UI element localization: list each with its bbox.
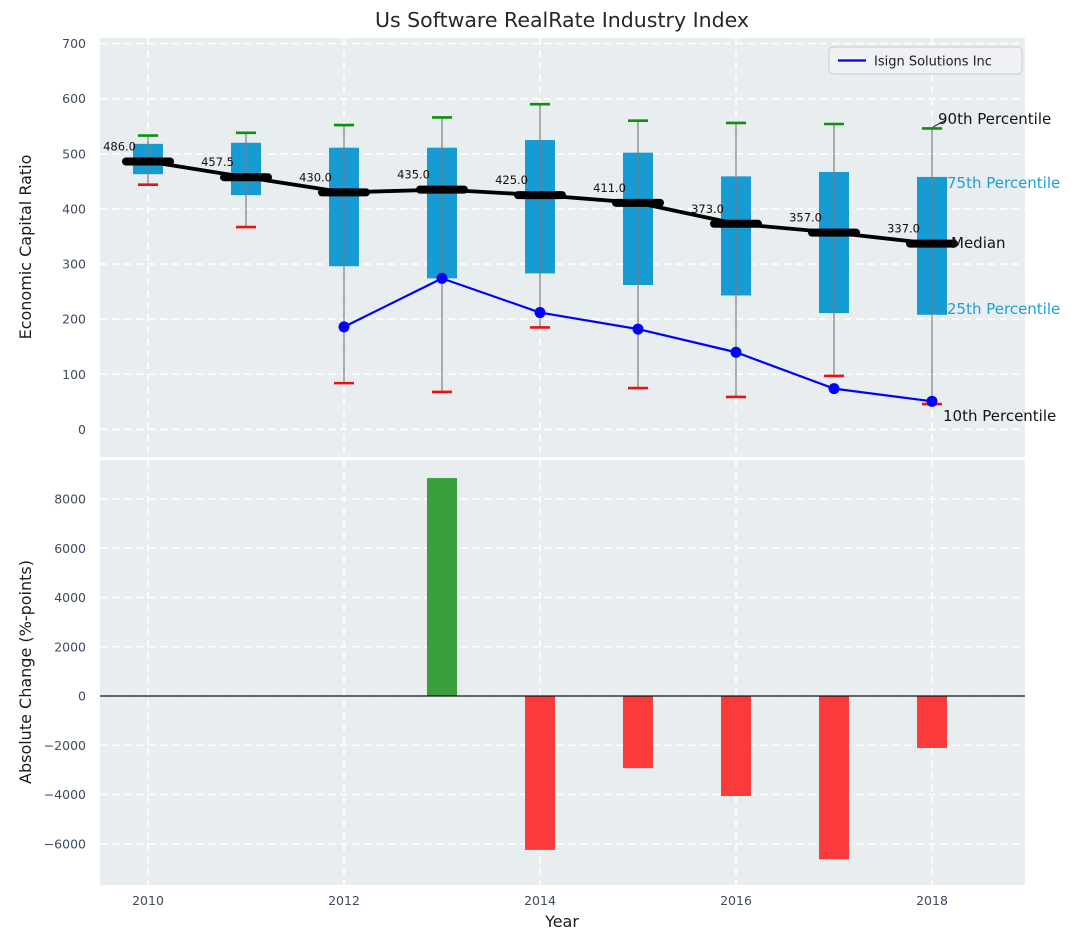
median-label-2015: 411.0: [593, 181, 626, 195]
top-y-tick-label: 700: [62, 36, 86, 51]
bottom-y-tick-label: −4000: [44, 787, 86, 802]
top-y-tick-label: 100: [62, 367, 86, 382]
median-label-2017: 357.0: [789, 211, 822, 225]
bottom-y-tick-label: 8000: [54, 492, 86, 507]
bottom-y-tick-label: 6000: [54, 541, 86, 556]
bottom-y-tick-label: −6000: [44, 836, 86, 851]
bar-2013: [427, 478, 457, 696]
company-point-2017: [828, 383, 840, 395]
bottom-y-tick-labels: −6000 −4000 −2000 0 2000 4000 6000 8000: [44, 492, 86, 852]
top-y-tick-label: 400: [62, 201, 86, 216]
annotation-25th-percentile: 25th Percentile: [947, 300, 1060, 318]
median-label-2010: 486.0: [103, 139, 136, 153]
top-axes-background: [100, 38, 1025, 457]
annotation-10th-percentile: 10th Percentile: [943, 407, 1056, 425]
top-y-tick-label: 300: [62, 257, 86, 272]
annotation-75th-percentile: 75th Percentile: [947, 174, 1060, 192]
median-label-2011: 457.5: [201, 155, 234, 169]
bottom-y-axis-label: Absolute Change (%-points): [16, 560, 35, 784]
company-point-2018: [926, 395, 938, 407]
company-point-2012: [338, 321, 350, 333]
bottom-plot-marks: [100, 478, 1025, 860]
bottom-axes-background: [100, 460, 1025, 885]
chart-title: Us Software RealRate Industry Index: [375, 8, 749, 32]
legend-frame: [828, 46, 1023, 75]
company-point-2015: [632, 323, 644, 335]
bar-2018: [917, 696, 947, 748]
annotation-median: Median: [951, 234, 1006, 252]
median-label-2012: 430.0: [299, 170, 332, 184]
bar-2015: [623, 696, 653, 769]
top-y-tick-label: 200: [62, 312, 86, 327]
median-label-2018: 337.0: [887, 222, 920, 236]
x-tick-label: 2016: [720, 893, 752, 908]
company-point-2013: [436, 272, 448, 284]
x-tick-label: 2014: [524, 893, 556, 908]
median-label-2016: 373.0: [691, 202, 724, 216]
x-axis-label: Year: [544, 912, 579, 931]
top-y-tick-label: 500: [62, 146, 86, 161]
bottom-y-tick-label: 0: [78, 689, 86, 704]
bottom-y-tick-label: 4000: [54, 590, 86, 605]
top-y-axis-label: Economic Capital Ratio: [16, 155, 35, 340]
bottom-y-axis-label-group: Absolute Change (%-points): [16, 560, 35, 784]
bar-2016: [721, 696, 751, 796]
company-point-2014: [534, 307, 546, 319]
x-tick-label: 2018: [916, 893, 948, 908]
annotation-connector-90th: [932, 119, 947, 128]
top-y-tick-labels: 0 100 200 300 400 500 600 700: [62, 36, 86, 437]
top-y-tick-label: 600: [62, 91, 86, 106]
x-tick-labels: 2010 2012 2014 2016 2018: [132, 893, 948, 908]
bar-2017: [819, 696, 849, 860]
x-tick-label: 2012: [328, 893, 360, 908]
median-label-2014: 425.0: [495, 173, 528, 187]
bottom-y-tick-label: −2000: [44, 738, 86, 753]
legend-label: Isign Solutions Inc: [874, 55, 992, 70]
median-label-2013: 435.0: [397, 168, 430, 182]
bar-2014: [525, 696, 555, 850]
x-tick-label: 2010: [132, 893, 164, 908]
top-y-tick-label: 0: [78, 422, 86, 437]
top-plot-marks: 486.0 457.5 430.0 435.0 425.0 411.0 373.0 357.0…: [103, 102, 958, 407]
bottom-y-tick-label: 2000: [54, 639, 86, 654]
annotation-90th-percentile: 90th Percentile: [938, 110, 1051, 128]
top-y-axis-label-group: Economic Capital Ratio: [16, 155, 35, 340]
company-point-2016: [730, 346, 742, 358]
legend: Isign Solutions Inc: [828, 46, 1023, 75]
top-grid: [100, 38, 1025, 457]
